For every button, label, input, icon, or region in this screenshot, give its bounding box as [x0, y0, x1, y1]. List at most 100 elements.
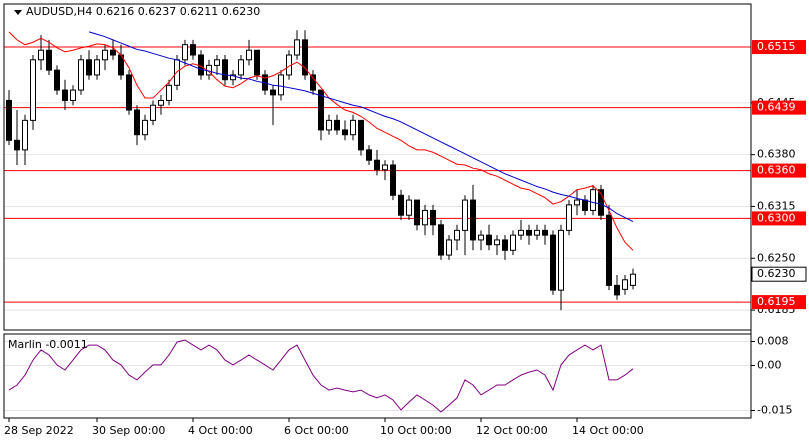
level-tag: [752, 100, 806, 115]
candle-body: [478, 234, 484, 241]
candle-body: [550, 234, 556, 291]
level-label: 0.6195: [757, 295, 796, 308]
candle-body: [494, 239, 500, 246]
candle-body: [214, 59, 220, 66]
x-tick-label: 28 Sep 2022: [4, 424, 74, 437]
candle-body: [142, 119, 148, 136]
candle-body: [238, 59, 244, 76]
moving-average: [88, 31, 634, 223]
candle-body: [222, 59, 228, 81]
y-tick-label: 0.00: [757, 359, 782, 372]
y-tick-label: 0.6250: [757, 251, 796, 264]
candle-body: [30, 59, 36, 121]
candle-body: [470, 199, 476, 241]
candle-body: [542, 229, 548, 236]
candle-body: [150, 104, 156, 121]
candle-body: [518, 229, 524, 236]
candle-body: [190, 44, 196, 56]
x-tick-label: 10 Oct 00:00: [380, 424, 452, 437]
candle-body: [158, 99, 164, 106]
candle-body: [430, 209, 436, 226]
candle-body: [582, 199, 588, 211]
level-label: 0.6300: [757, 211, 796, 224]
level-label: 0.6360: [757, 164, 796, 177]
chart-title: AUDUSD,H4 0.6216 0.6237 0.6211 0.6230: [26, 5, 260, 18]
candle-body: [62, 89, 68, 101]
candle-body: [358, 119, 364, 151]
x-tick-label: 30 Sep 00:00: [92, 424, 165, 437]
moving-average: [8, 31, 634, 251]
candle-body: [398, 194, 404, 216]
y-tick-label: 0.008: [757, 335, 789, 348]
y-tick-label: 0.6315: [757, 199, 796, 212]
candle-body: [38, 49, 44, 61]
level-label: 0.6439: [757, 101, 796, 114]
candle-body: [166, 84, 172, 101]
candle-body: [366, 149, 372, 161]
candle-body: [390, 164, 396, 196]
candle-body: [374, 159, 380, 171]
candle-body: [598, 189, 604, 216]
candle-body: [350, 119, 356, 136]
candle-body: [414, 199, 420, 226]
candle-body: [22, 119, 28, 151]
y-tick-label: 0.6380: [757, 148, 796, 161]
last-price-tag: [751, 266, 807, 282]
candle-body: [590, 189, 596, 211]
candle-body: [134, 109, 140, 136]
candle-body: [126, 74, 132, 111]
candle-body: [246, 49, 252, 61]
x-tick-label: 14 Oct 00:00: [572, 424, 644, 437]
candle-body: [70, 89, 76, 101]
candle-body: [502, 239, 508, 251]
candle-body: [294, 39, 300, 56]
candle-body: [278, 74, 284, 96]
candle-body: [606, 214, 612, 286]
candle-body: [526, 229, 532, 236]
candle-body: [622, 279, 628, 290]
candle-body: [510, 234, 516, 251]
candle-body: [334, 119, 340, 131]
candle-body: [438, 224, 444, 256]
candle-body: [302, 39, 308, 76]
indicator-label: Marlin -0.0011: [8, 338, 88, 351]
level-tag: [752, 211, 806, 226]
level-tag: [752, 163, 806, 178]
candle-body: [446, 239, 452, 256]
candle-body: [102, 49, 108, 61]
candle-body: [14, 139, 20, 151]
candle-body: [454, 229, 460, 241]
indicator-line: [8, 339, 634, 413]
candle-body: [198, 54, 204, 76]
candle-body: [534, 229, 540, 236]
candle-body: [318, 89, 324, 131]
candle-body: [46, 49, 52, 71]
candle-body: [406, 199, 412, 216]
candle-body: [254, 49, 260, 76]
candle-body: [6, 99, 12, 141]
menu-arrow: [14, 10, 22, 15]
level-tag: [752, 40, 806, 55]
candle-body: [574, 199, 580, 206]
level-label: 0.6515: [757, 40, 796, 53]
x-tick-label: 4 Oct 00:00: [188, 424, 253, 437]
candle-body: [422, 209, 428, 226]
candle-body: [94, 59, 100, 76]
candle-body: [630, 273, 636, 286]
x-tick-label: 12 Oct 00:00: [476, 424, 548, 437]
last-price-label: 0.6230: [757, 267, 796, 280]
level-tag: [752, 295, 806, 310]
candle-body: [326, 119, 332, 131]
candle-body: [230, 74, 236, 81]
candle-body: [110, 49, 116, 56]
candle-body: [342, 129, 348, 136]
y-tick-label: -0.015: [757, 404, 792, 417]
candle-body: [78, 59, 84, 91]
candle-body: [486, 234, 492, 246]
candle-body: [310, 74, 316, 91]
candle-body: [566, 204, 572, 231]
candle-body: [382, 164, 388, 171]
